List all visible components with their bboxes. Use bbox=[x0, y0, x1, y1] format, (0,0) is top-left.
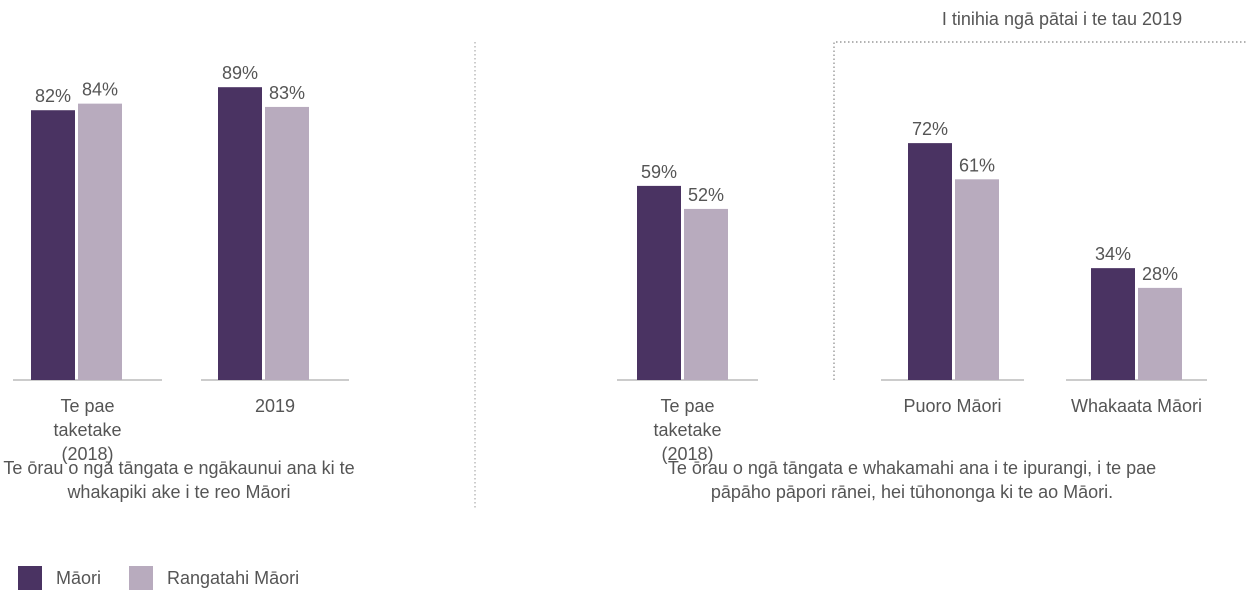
category-label-te-pae-taketake-2018-line2: taketake bbox=[653, 420, 721, 440]
bar-2019-maori bbox=[218, 87, 262, 380]
data-label-2019-rangatahi-maori: 83% bbox=[269, 83, 305, 103]
legend-swatch-maori bbox=[18, 566, 42, 590]
data-label-2019-maori: 89% bbox=[222, 63, 258, 83]
category-label-te-pae-taketake-2018-line2: taketake bbox=[53, 420, 121, 440]
data-label-te-pae-taketake-2018-rangatahi-maori: 84% bbox=[82, 80, 118, 100]
annotation-bracket bbox=[833, 41, 1248, 380]
bar-te-pae-taketake-2018-maori bbox=[31, 110, 75, 380]
bar-te-pae-taketake-2018-rangatahi-maori bbox=[78, 103, 122, 380]
legend-swatch-rangatahi bbox=[129, 566, 154, 590]
data-label-te-pae-taketake-2018-maori: 82% bbox=[35, 86, 71, 106]
category-label-puoro-maori: Puoro Māori bbox=[903, 396, 1001, 416]
category-label-te-pae-taketake-2018-line1: Te pae bbox=[660, 396, 714, 416]
legend-item-maori: Māori bbox=[18, 566, 101, 590]
annotation-text: I tinihia ngā pātai i te tau 2019 bbox=[942, 9, 1182, 29]
legend-label-rangatahi: Rangatahi Māori bbox=[167, 567, 300, 588]
category-label-te-pae-taketake-2018-line3: (2018) bbox=[661, 444, 713, 464]
bar-te-pae-taketake-2018-maori bbox=[637, 185, 681, 380]
bar-2019-rangatahi-maori bbox=[265, 106, 309, 381]
chart-caption-2-line1: Te ōrau o ngā tāngata e whakamahi ana i … bbox=[668, 458, 1156, 478]
data-label-whakaata-maori-maori: 34% bbox=[1095, 244, 1131, 264]
chart-caption-1-line2: whakapiki ake i te reo Māori bbox=[66, 482, 290, 502]
bar-whakaata-maori-maori bbox=[1091, 268, 1135, 380]
chart-caption-2-line2: pāpāho pāpori rānei, hei tūhononga ki te… bbox=[711, 482, 1113, 502]
bar-puoro-maori-maori bbox=[908, 143, 952, 380]
legend: Māori Rangatahi Māori bbox=[18, 566, 327, 590]
data-label-puoro-maori-maori: 72% bbox=[912, 119, 948, 139]
legend-item-rangatahi: Rangatahi Māori bbox=[129, 566, 299, 590]
category-label-whakaata-maori: Whakaata Māori bbox=[1071, 396, 1202, 416]
bar-te-pae-taketake-2018-rangatahi-maori bbox=[684, 208, 728, 380]
chart-caption-1-line1: Te ōrau o ngā tāngata e ngākaunui ana ki… bbox=[3, 458, 354, 478]
category-label-2019: 2019 bbox=[255, 396, 295, 416]
bar-puoro-maori-rangatahi-maori bbox=[955, 179, 999, 380]
data-label-puoro-maori-rangatahi-maori: 61% bbox=[959, 155, 995, 175]
category-label-te-pae-taketake-2018-line1: Te pae bbox=[60, 396, 114, 416]
legend-label-maori: Māori bbox=[56, 567, 102, 588]
data-label-whakaata-maori-rangatahi-maori: 28% bbox=[1142, 264, 1178, 284]
data-label-te-pae-taketake-2018-rangatahi-maori: 52% bbox=[688, 185, 724, 205]
bar-whakaata-maori-rangatahi-maori bbox=[1138, 287, 1182, 380]
category-label-te-pae-taketake-2018-line3: (2018) bbox=[61, 444, 113, 464]
data-label-te-pae-taketake-2018-maori: 59% bbox=[641, 162, 677, 182]
